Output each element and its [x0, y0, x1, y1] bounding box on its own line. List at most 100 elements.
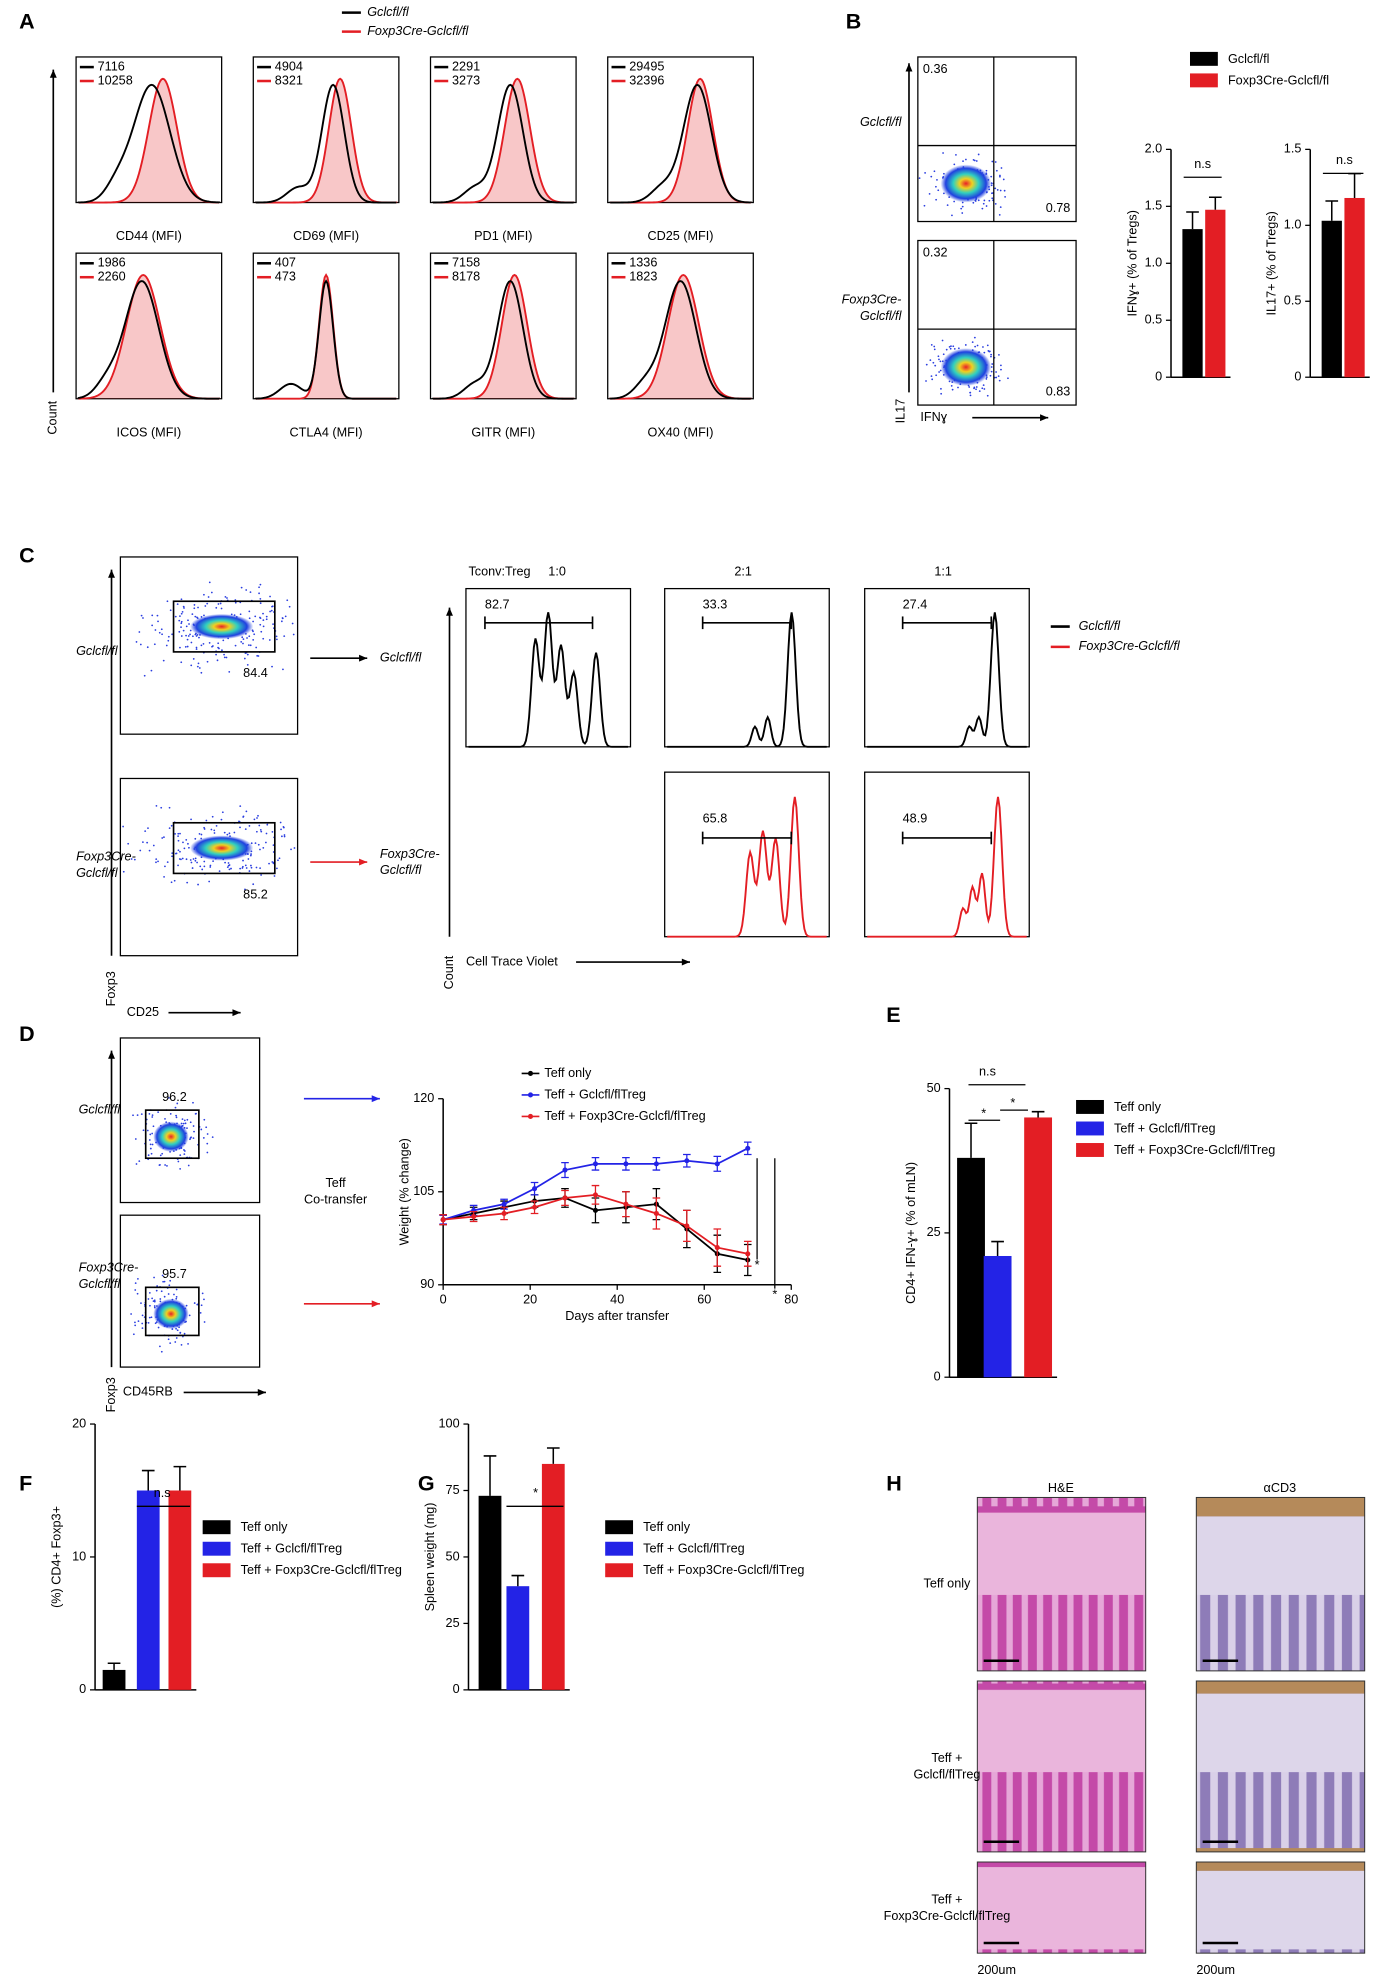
legend-label: Teff only — [643, 1520, 691, 1534]
legend-marker — [527, 1070, 534, 1076]
flow-dot — [218, 647, 220, 650]
flow-dot — [141, 1327, 144, 1330]
axis-title: Weight (% change) — [398, 1138, 412, 1245]
flow-dot — [156, 614, 159, 617]
flow-dot — [210, 591, 213, 594]
flow-dot — [259, 583, 262, 586]
flow-dot — [282, 825, 285, 828]
bar — [168, 1490, 192, 1690]
flow-dot — [239, 805, 242, 807]
plot-frame — [664, 771, 830, 938]
gate-value: 96.2 — [162, 1090, 187, 1104]
flow-dot — [122, 825, 125, 828]
flow-dot — [176, 1329, 179, 1332]
flow-dot — [257, 655, 260, 657]
flow-dot — [155, 805, 158, 807]
arrow-label: Foxp3Cre- — [380, 847, 440, 861]
flow-dot — [194, 857, 197, 860]
marker — [714, 1161, 720, 1167]
significance: * — [981, 1106, 986, 1120]
flow-dot — [252, 639, 255, 641]
flow-dot — [983, 351, 986, 354]
flow-dot — [226, 597, 228, 599]
gate-value: 48.9 — [903, 811, 928, 825]
flow-dot — [925, 380, 927, 382]
flow-dot — [151, 614, 154, 617]
legend-label: Foxp3Cre-Gclcfl/fl — [1079, 639, 1181, 653]
flow-dot — [968, 386, 971, 388]
flow-dot — [194, 837, 197, 840]
flow-dot — [153, 643, 156, 646]
flow-dot — [182, 841, 184, 844]
flow-dot — [188, 846, 190, 849]
significance: n.s — [979, 1064, 996, 1078]
flow-dot — [164, 865, 166, 868]
flow-dot — [198, 667, 201, 669]
histogram-curve — [609, 280, 752, 400]
flow-dot — [194, 859, 197, 862]
significance: * — [1010, 1096, 1015, 1110]
flow-dot — [999, 206, 1002, 208]
flow-dot — [260, 874, 262, 876]
error-bar — [1031, 1110, 1045, 1118]
arrow-head — [49, 69, 57, 78]
flow-dot — [157, 1326, 160, 1329]
legend-label: Teff + Foxp3Cre-Gclcfl/flTreg — [241, 1563, 402, 1577]
marker — [532, 1204, 538, 1210]
flow-dot — [178, 630, 181, 633]
y-tick-label: 105 — [413, 1184, 434, 1198]
flow-dot — [972, 158, 975, 161]
error-bar — [1325, 200, 1339, 221]
flow-dot — [153, 1305, 156, 1307]
flow-dot — [157, 860, 159, 863]
plot-frame — [252, 252, 400, 400]
legend-swatch — [1189, 73, 1218, 88]
flow-dot — [250, 842, 253, 845]
flow-dot — [271, 605, 274, 608]
histogram-label: PD1 (MFI) — [474, 229, 532, 243]
y-tick-label: 25 — [446, 1616, 460, 1630]
flow-dot — [239, 867, 242, 870]
flow-dot — [975, 388, 977, 391]
flow-dot — [989, 374, 992, 377]
flow-dot — [141, 1314, 144, 1317]
flow-dot — [181, 1118, 184, 1120]
flow-dot — [193, 607, 196, 610]
flow-dot — [192, 1125, 195, 1127]
flow-dot — [206, 1133, 209, 1135]
panel-letter: H — [886, 1471, 902, 1495]
error-bar — [1186, 211, 1199, 230]
legend-marker — [527, 1092, 534, 1098]
flow-dot — [994, 187, 997, 190]
flow-dot — [930, 175, 933, 178]
flow-dot — [215, 825, 218, 827]
flow-dot — [134, 1289, 137, 1291]
flow-dot — [935, 374, 938, 377]
arrow-head — [359, 858, 368, 866]
flow-dot — [280, 620, 283, 623]
flow-dot — [189, 1138, 191, 1141]
flow-dot — [174, 832, 177, 835]
flow-dot — [179, 1154, 182, 1157]
panel-letter: G — [418, 1471, 435, 1495]
flow-dot — [150, 1152, 153, 1155]
quadrant-value: 0.36 — [923, 62, 948, 76]
flow-dot — [193, 1130, 195, 1133]
flow-dot — [255, 646, 258, 649]
flow-dot — [180, 598, 183, 601]
flow-dot — [244, 888, 246, 891]
flow-dot — [149, 1147, 152, 1150]
scale-label: 200um — [977, 1963, 1016, 1977]
flow-dot — [977, 153, 980, 156]
flow-dot — [277, 859, 279, 862]
flow-dot — [1002, 178, 1005, 181]
flow-dot — [168, 1284, 171, 1287]
y-tick-label: 0.5 — [1145, 313, 1163, 327]
histology-he — [976, 1680, 1147, 1853]
flow-dot — [197, 883, 199, 886]
histology-he — [976, 1496, 1147, 1672]
flow-dot — [156, 1285, 159, 1287]
plot-frame — [465, 587, 632, 748]
flow-dot — [1000, 364, 1002, 367]
